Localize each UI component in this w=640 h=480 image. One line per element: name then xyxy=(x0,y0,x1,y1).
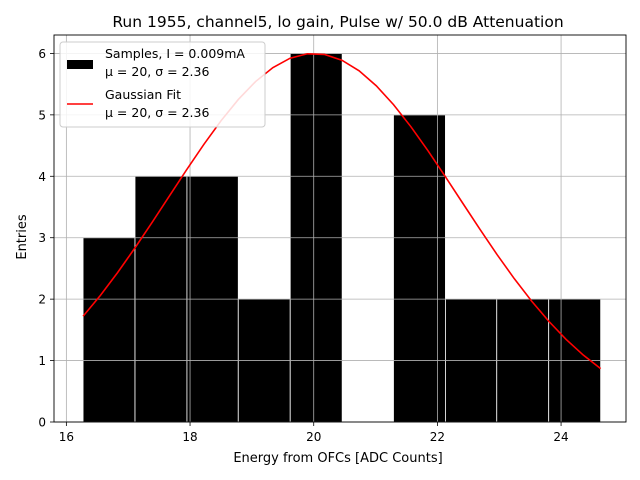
legend-swatch-samples xyxy=(67,60,93,69)
x-tick-label: 16 xyxy=(59,430,74,444)
x-tick-label: 20 xyxy=(306,430,321,444)
y-tick-label: 0 xyxy=(38,416,46,430)
gaussian-fit-line xyxy=(82,52,602,370)
histogram-bar xyxy=(82,237,136,423)
legend-stats-samples: μ = 20, σ = 2.36 xyxy=(105,64,209,79)
x-tick-label: 22 xyxy=(430,430,445,444)
legend-stats-fit: μ = 20, σ = 2.36 xyxy=(105,105,209,120)
legend-label-samples: Samples, I = 0.009mA xyxy=(105,46,245,61)
y-tick-label: 2 xyxy=(38,293,46,307)
y-tick-label: 6 xyxy=(38,47,46,61)
axes-frame xyxy=(53,34,627,423)
plot-area: 16 18 20 22 24 0 1 2 3 4 5 6 Samples, I = 0.009mA μ =… xyxy=(38,34,627,444)
x-tick-label: 24 xyxy=(553,430,568,444)
x-axis-label: Energy from OFCs [ADC Counts] xyxy=(233,451,442,466)
y-tick-label: 1 xyxy=(38,354,46,368)
legend-label-fit: Gaussian Fit xyxy=(105,87,181,102)
y-tick-label: 4 xyxy=(38,170,46,184)
legend-box xyxy=(59,41,266,128)
y-tick-label: 3 xyxy=(38,231,46,245)
y-axis-label: Entries xyxy=(15,214,30,260)
y-tick-label: 5 xyxy=(38,108,46,122)
x-tick-label: 18 xyxy=(182,430,197,444)
chart-title: Run 1955, channel5, lo gain, Pulse w/ 50… xyxy=(112,13,563,31)
legend: Samples, I = 0.009mA μ = 20, σ = 2.36 Gaus… xyxy=(59,41,266,128)
